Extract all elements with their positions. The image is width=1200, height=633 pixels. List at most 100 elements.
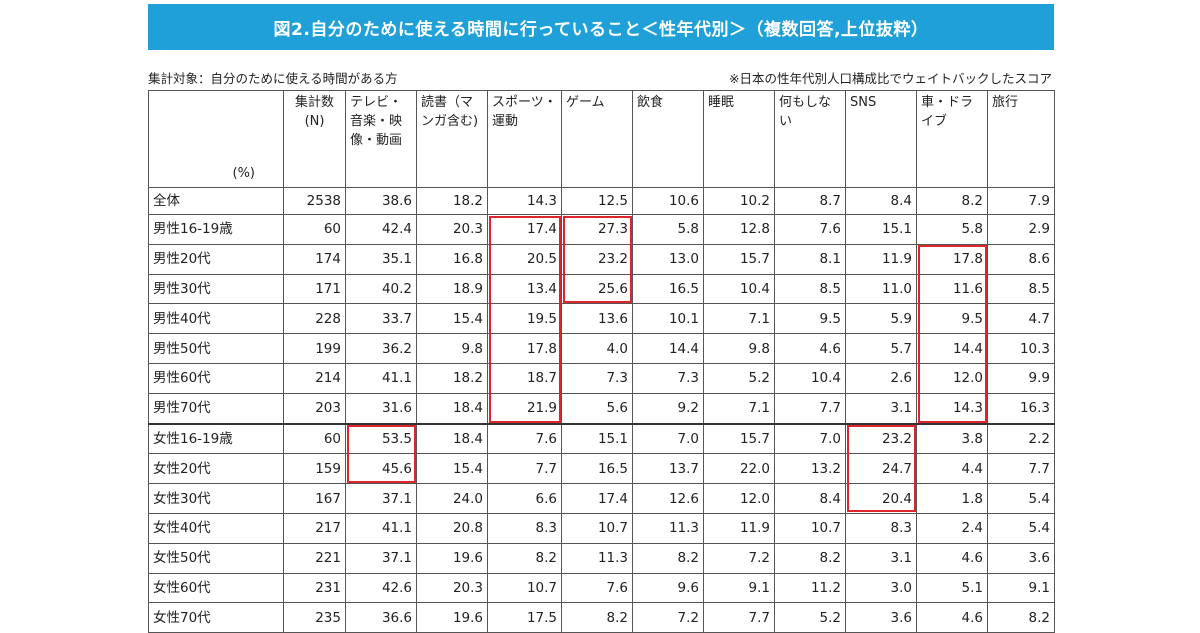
- value-cell: 13.2: [774, 453, 846, 485]
- value-cell: 3.0: [845, 572, 917, 604]
- value-cell: 199: [283, 333, 346, 364]
- value-cell: 2.2: [987, 422, 1055, 455]
- column-header: 何もしない: [774, 90, 846, 188]
- target-note: 集計対象：自分のために使える時間がある方: [148, 71, 398, 86]
- value-cell: 12.5: [561, 187, 633, 215]
- value-cell: 16.5: [561, 453, 633, 485]
- figure-title: 図2.自分のために使える時間に行っていること＜性年代別＞（複数回答,上位抜粋）: [148, 4, 1054, 50]
- value-cell: 8.2: [987, 602, 1055, 633]
- value-cell: 2.9: [987, 214, 1055, 245]
- value-cell: 11.0: [845, 273, 917, 305]
- value-cell: 11.6: [916, 273, 988, 305]
- table-row: 女性20代 159 45.6 15.4 7.7 16.5 13.7 22.0 13.2 24.7 4…: [148, 453, 1055, 485]
- value-cell: 53.5: [345, 422, 417, 455]
- value-cell: 4.7: [987, 303, 1055, 335]
- value-cell: 171: [283, 273, 346, 305]
- value-cell: 8.2: [632, 542, 704, 574]
- table-row: 女性16-19歳 60 53.5 18.4 7.6 15.1 7.0 15.7 7.0 23.2 3…: [148, 422, 1055, 455]
- value-cell: 13.7: [632, 453, 704, 485]
- row-label: 女性40代: [148, 512, 284, 544]
- value-cell: 12.6: [632, 483, 704, 514]
- column-header: 旅行: [987, 90, 1055, 188]
- value-cell: 38.6: [345, 187, 417, 215]
- value-cell: 17.4: [487, 214, 562, 245]
- column-header: SNS: [845, 90, 917, 188]
- value-cell: 13.4: [487, 273, 562, 305]
- value-cell: 8.2: [774, 542, 846, 574]
- value-cell: 24.7: [845, 453, 917, 485]
- value-cell: 8.1: [774, 243, 846, 275]
- value-cell: 7.7: [774, 392, 846, 425]
- value-cell: 14.3: [487, 187, 562, 215]
- value-cell: 41.1: [345, 362, 417, 394]
- value-cell: 9.8: [416, 333, 488, 364]
- value-cell: 5.9: [845, 303, 917, 335]
- value-cell: 17.8: [487, 333, 562, 364]
- value-cell: 8.4: [774, 483, 846, 514]
- value-cell: 14.4: [916, 333, 988, 364]
- row-label: 男性50代: [148, 333, 284, 364]
- value-cell: 10.4: [774, 362, 846, 394]
- column-header: 車・ドライブ: [916, 90, 988, 188]
- value-cell: 8.5: [774, 273, 846, 305]
- value-cell: 12.8: [703, 214, 775, 245]
- value-cell: 7.2: [632, 602, 704, 633]
- table-row: 男性60代 214 41.1 18.2 18.7 7.3 7.3 5.2 10.4 2.6 12.0…: [148, 362, 1055, 394]
- value-cell: 9.1: [703, 572, 775, 604]
- column-header: スポーツ・運動: [487, 90, 562, 188]
- table-row: 男性16-19歳 60 42.4 20.3 17.4 27.3 5.8 12.8 7.6 15.1…: [148, 214, 1055, 245]
- value-cell: 8.2: [487, 542, 562, 574]
- value-cell: 15.7: [703, 422, 775, 455]
- value-cell: 37.1: [345, 483, 417, 514]
- table-row: 男性70代 203 31.6 18.4 21.9 5.6 9.2 7.1 7.7 3.1 14.3 1…: [148, 392, 1055, 425]
- value-cell: 42.6: [345, 572, 417, 604]
- value-cell: 25.6: [561, 273, 633, 305]
- value-cell: 42.4: [345, 214, 417, 245]
- value-cell: 12.0: [916, 362, 988, 394]
- value-cell: 15.7: [703, 243, 775, 275]
- row-label: 女性70代: [148, 602, 284, 633]
- table-row: 男性20代 174 35.1 16.8 20.5 23.2 13.0 15.7 8.1 11.9 1…: [148, 243, 1055, 275]
- value-cell: 18.4: [416, 392, 488, 425]
- value-cell: 4.4: [916, 453, 988, 485]
- value-cell: 10.7: [774, 512, 846, 544]
- value-cell: 11.3: [561, 542, 633, 574]
- value-cell: 17.8: [916, 243, 988, 275]
- value-cell: 3.8: [916, 422, 988, 455]
- value-cell: 7.1: [703, 392, 775, 425]
- value-cell: 15.4: [416, 303, 488, 335]
- value-cell: 16.3: [987, 392, 1055, 425]
- value-cell: 4.0: [561, 333, 633, 364]
- header-row: (%) 集計数(N) テレビ・音楽・映像・動画 読書（マンガ含む) スポーツ・運動 ゲー…: [148, 90, 1055, 188]
- table-row: 全体 2538 38.6 18.2 14.3 12.5 10.6 10.2 8.7 8.4 8.2 7…: [148, 187, 1055, 215]
- value-cell: 19.5: [487, 303, 562, 335]
- value-cell: 21.9: [487, 392, 562, 425]
- value-cell: 10.7: [561, 512, 633, 544]
- value-cell: 8.6: [987, 243, 1055, 275]
- value-cell: 7.6: [774, 214, 846, 245]
- table-body: 全体 2538 38.6 18.2 14.3 12.5 10.6 10.2 8.7 8.4 8.2 7…: [148, 187, 1055, 633]
- value-cell: 18.2: [416, 362, 488, 394]
- column-header: テレビ・音楽・映像・動画: [345, 90, 417, 188]
- weight-note: ※日本の性年代別人口構成比でウェイトバックしたスコア: [729, 71, 1052, 86]
- value-cell: 8.3: [487, 512, 562, 544]
- value-cell: 11.9: [845, 243, 917, 275]
- value-cell: 18.7: [487, 362, 562, 394]
- value-cell: 37.1: [345, 542, 417, 574]
- value-cell: 8.7: [774, 187, 846, 215]
- value-cell: 20.8: [416, 512, 488, 544]
- value-cell: 2.6: [845, 362, 917, 394]
- value-cell: 41.1: [345, 512, 417, 544]
- value-cell: 24.0: [416, 483, 488, 514]
- value-cell: 22.0: [703, 453, 775, 485]
- value-cell: 7.7: [487, 453, 562, 485]
- table-row: 男性40代 228 33.7 15.4 19.5 13.6 10.1 7.1 9.5 5.9 9.5…: [148, 303, 1055, 335]
- value-cell: 7.0: [632, 422, 704, 455]
- value-cell: 36.2: [345, 333, 417, 364]
- table-row: 女性70代 235 36.6 19.6 17.5 8.2 7.2 7.7 5.2 3.6 4.6 8.…: [148, 602, 1055, 633]
- value-cell: 235: [283, 602, 346, 633]
- row-label: 男性40代: [148, 303, 284, 335]
- value-cell: 15.1: [561, 422, 633, 455]
- value-cell: 20.3: [416, 214, 488, 245]
- row-label: 女性20代: [148, 453, 284, 485]
